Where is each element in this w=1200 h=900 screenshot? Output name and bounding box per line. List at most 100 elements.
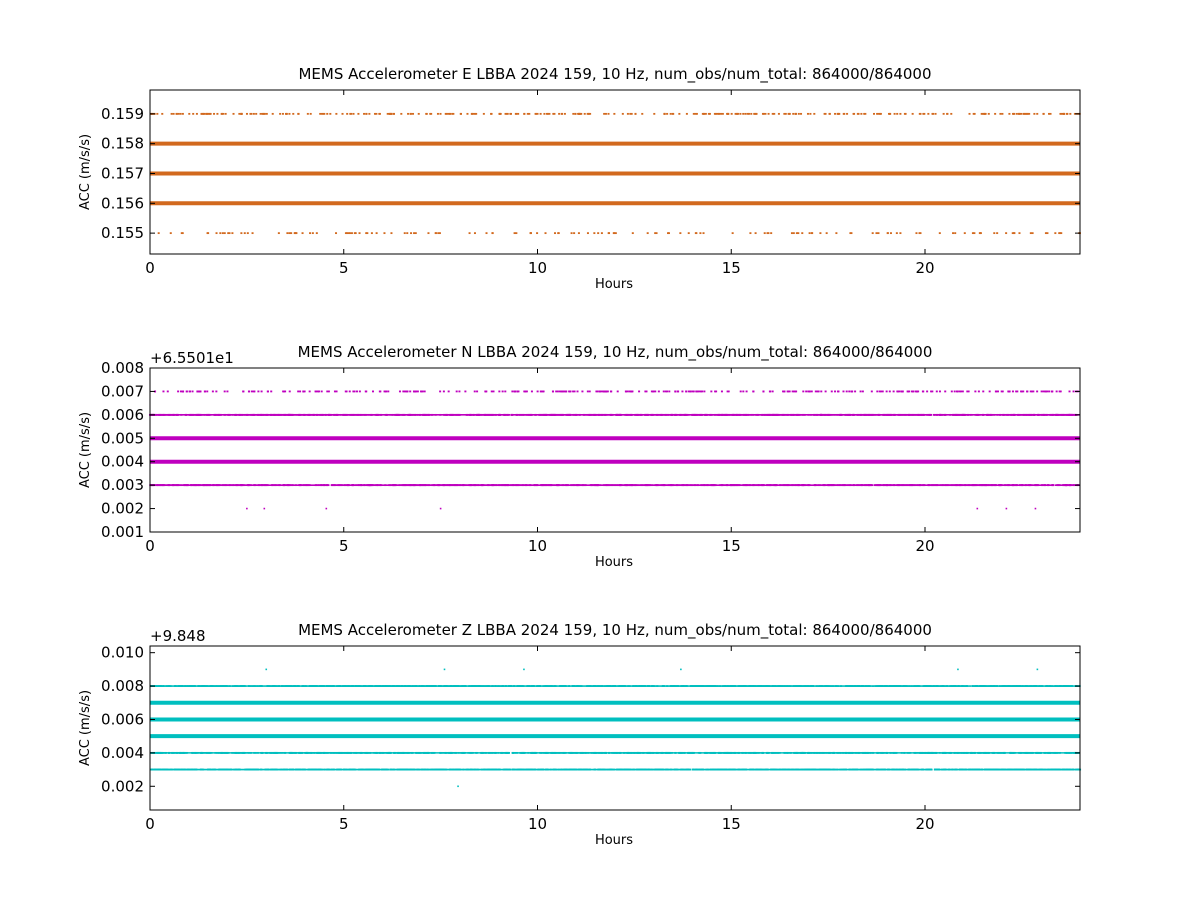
series-n-level-0-point [423,390,426,393]
series-n-level-0-point [525,390,528,393]
series-e-level-4-point [886,232,889,235]
series-n-level-1-point [207,413,210,416]
series-e-level-4-point [288,232,291,235]
series-n-level-0-point [901,390,904,393]
series-e-level-4-point [413,232,416,235]
series-e-level-0-point [777,112,780,115]
series-n-level-0-point [199,390,202,393]
series-n-level-0-point [848,390,851,393]
series-e-level-0-point [879,112,882,115]
series-n-level-4-point [427,484,431,487]
series-e-level-0-point [400,112,403,115]
series-n-level-0-point [861,390,864,393]
series-n-level-0-point [791,390,794,393]
series-e-level-4-point [554,232,557,235]
series-e-level-0-point [452,112,455,115]
series-e-level-0-point [981,112,984,115]
series-n-level-0-point [344,390,347,393]
series-n-level-5-point-3 [439,507,442,510]
series-e-level-0-point [983,112,986,115]
series-n-level-0-point [1011,390,1014,393]
series-z-level-5-point [788,751,792,754]
series-z-level-1-point [931,685,935,687]
series-e-level-4-point [354,232,357,235]
series-e-level-0-point [692,112,695,115]
series-n-level-0-point [420,390,423,393]
series-e-level-0-point [172,112,175,115]
series-e-level-0-point [1036,112,1039,115]
series-n-level-0-point [817,390,820,393]
series-e-level-4-point [301,232,304,235]
series-e-level-0-point [753,112,756,115]
series-n-level-0-point [596,390,599,393]
series-e-level-0-point [630,112,633,115]
series-z-level-1-point [691,685,694,687]
series-e-level-0-point [994,112,997,115]
series-e-level-0-point [263,112,266,115]
series-n-level-0-point [752,390,755,393]
series-e-level-0-point [838,112,841,115]
x-tick-label: 20 [915,537,934,555]
series-e-level-0-point [240,112,243,115]
series-n-level-0-point [1031,390,1034,393]
series-n-level-0-point [1059,390,1062,393]
series-n-level-0-point [197,390,200,393]
series-e-level-0-point [1024,112,1027,115]
series-e-level-4-point [801,232,804,235]
series-e-level-0-point [470,112,473,115]
series-e-level-0-point [473,112,476,115]
series-e-level-0-point [352,112,355,115]
series-e-level-0-point [224,112,227,115]
series-n-level-0-point [1022,390,1025,393]
series-n-level-0-point [524,390,527,393]
series-e-level-4-point [485,232,488,235]
series-n-level-0-point [365,390,368,393]
series-n-level-0-point [335,390,338,393]
series-e-level-0-point [771,112,774,115]
series-e-level-0-point [846,112,849,115]
series-n-level-0-point [473,390,476,393]
series-n-level-0-point [555,390,558,393]
series-e-level-0-point [744,112,747,115]
series-n-level-0-point [788,390,791,393]
series-n-level-0-point [498,390,501,393]
series-e-level-0-point [439,112,442,115]
series-n-level-0-point [687,390,690,393]
series-n-level-0-point [699,390,702,393]
series-e-level-0-point [349,112,352,115]
series-e-level-0-point [721,112,724,115]
series-z-level-1-point [388,685,391,687]
series-z-level-5-point [328,751,331,754]
y-tick-label: 0.157 [101,164,144,182]
series-n-level-5-point-6 [1034,507,1037,510]
series-e-level-0-point [889,112,892,115]
series-e-level-0-point [368,112,371,115]
series-e-level-0-point [607,112,610,115]
series-e-level-4-point [766,232,769,235]
series-e-level-4-point [808,232,811,235]
series-n-level-0-point [211,390,214,393]
series-e-level-4-point [655,232,658,235]
series-e-level-4-point [406,232,409,235]
series-e-level-4-point [973,232,976,235]
series-e-level-0-point [904,112,907,115]
series-z-level-1-point [509,685,512,687]
series-e-level-4-point [286,232,289,235]
series-n-level-0-point [644,390,647,393]
series-n-level-0-point [842,390,845,393]
series-e-level-0-points [150,112,1081,115]
series-n-level-0-point [808,390,811,393]
series-e-level-0-point [634,112,637,115]
series-e-level-0-point [604,112,607,115]
series-e-level-4-point [468,232,471,235]
series-n-level-0-point [297,390,300,393]
series-n-level-0-point [698,390,701,393]
series-e-level-4-point [612,232,615,235]
series-e-level-0-point [514,112,517,115]
series-e-level-4-point [577,232,580,235]
series-e-level-0-point [200,112,203,115]
series-e-level-0-point [335,112,338,115]
series-n-level-0-point [967,390,970,393]
series-e-level-4-point [570,232,573,235]
